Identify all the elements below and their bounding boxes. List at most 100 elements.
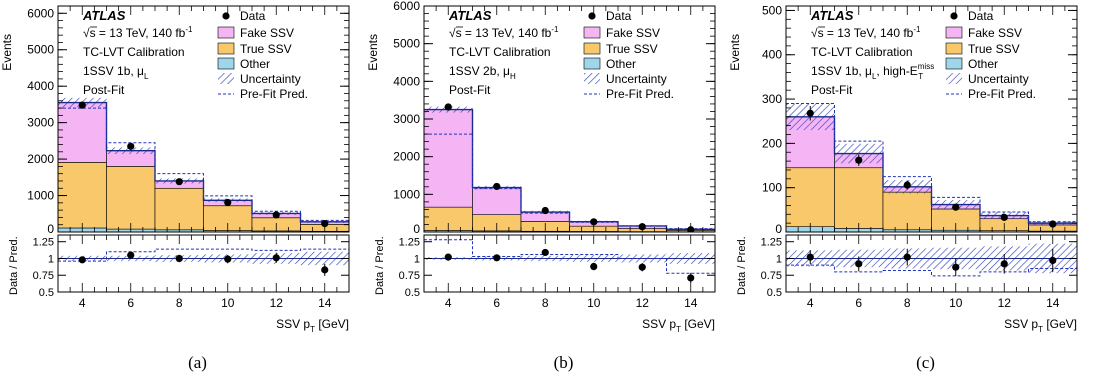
ratio-y-tick-label: 1 [776, 253, 782, 265]
x-tick-label: 6 [127, 296, 134, 310]
legend-data-marker [588, 12, 596, 20]
x-tick-label: 10 [221, 296, 235, 310]
bar-true-ssv-bin-2 [834, 167, 884, 229]
x-tick-label: 6 [855, 296, 862, 310]
bar-true-ssv-bin-1 [786, 167, 835, 227]
panel-1: 0 1000 2000 3000 4000 5000 6000 Events ATLAS √s =… [0, 5, 350, 372]
panel-caption: (b) [554, 353, 574, 372]
ratio-point-5 [272, 254, 280, 262]
x-tick-label: 14 [318, 296, 332, 310]
data-point-1 [444, 103, 452, 111]
ratio-y-tick-label: 0.5 [767, 287, 782, 299]
y-tick-label: 4000 [393, 74, 420, 88]
data-point-3 [903, 181, 911, 189]
data-point-5 [1000, 213, 1008, 221]
ratio-point-2 [855, 260, 863, 268]
legend-true-ssv-label: True SSV [968, 42, 1020, 56]
fit-state-label: Post-Fit [811, 83, 853, 97]
ratio-prefit-line [424, 239, 715, 274]
ratio-point-3 [903, 253, 911, 261]
x-tick-label: 14 [684, 296, 698, 310]
x-tick-label: 10 [587, 296, 601, 310]
x-tick-label: 12 [636, 296, 650, 310]
y-tick-label: 6000 [27, 6, 54, 20]
ratio-prefit-line [786, 264, 1077, 277]
legend-true-ssv-swatch [945, 42, 963, 55]
x-tick-label: 6 [493, 296, 500, 310]
legend-uncertainty-label: Uncertainty [606, 72, 667, 86]
legend-uncertainty-swatch [584, 73, 600, 84]
x-axis-label: SSV pT [GeV] [276, 317, 349, 334]
y-tick-label: 500 [762, 3, 782, 17]
ratio-y-tick-label: 0.75 [33, 270, 54, 282]
prefit-prediction-line [786, 102, 1077, 223]
legend-fake-ssv-swatch [945, 26, 963, 39]
legend-data-marker [222, 12, 230, 20]
legend-prefit-label: Pre-Fit Pred. [968, 87, 1036, 101]
x-tick-label: 4 [807, 296, 814, 310]
bar-true-ssv-bin-2 [106, 166, 156, 230]
ratio-point-1 [78, 256, 86, 264]
legend-data-marker [950, 12, 958, 20]
total-prediction-line [58, 101, 349, 223]
data-point-5 [272, 211, 280, 219]
legend-other-label: Other [606, 57, 636, 71]
legend-true-ssv-swatch [583, 42, 601, 55]
panel-3: 0 100 200 300 400 500 Events ATLAS √s = 13 TeV, … [728, 3, 1078, 372]
legend-data-label: Data [606, 9, 632, 23]
y-tick-label: 6000 [393, 0, 420, 13]
y-tick-label: 400 [762, 48, 782, 62]
ratio-point-4 [224, 255, 232, 263]
data-point-1 [806, 109, 814, 117]
ratio-y-tick-label: 1.25 [761, 237, 782, 249]
legend-true-ssv-label: True SSV [240, 42, 292, 56]
legend-fake-ssv-swatch [217, 26, 235, 39]
fit-state-label: Post-Fit [83, 83, 125, 97]
legend-uncertainty-label: Uncertainty [968, 72, 1029, 86]
legend-fake-ssv-label: Fake SSV [240, 26, 294, 40]
ratio-point-2 [493, 254, 501, 262]
ratio-axis-label: Data / Pred. [736, 236, 748, 295]
ratio-point-1 [444, 253, 452, 261]
y-tick-label: 5000 [27, 43, 54, 57]
y-tick-label: 3000 [393, 112, 420, 126]
x-tick-label: 12 [270, 296, 284, 310]
x-tick-label: 4 [445, 296, 452, 310]
total-prediction-line [424, 108, 715, 231]
y-tick-label: 0 [775, 222, 782, 236]
x-tick-label: 12 [998, 296, 1012, 310]
ratio-point-6 [321, 266, 329, 274]
atlas-label: ATLAS [82, 8, 126, 23]
x-tick-label: 10 [949, 296, 963, 310]
data-point-1 [78, 101, 86, 109]
y-tick-label: 1000 [393, 187, 420, 201]
region-label: 1SSV 1b, μL [83, 64, 149, 81]
legend-data-label: Data [968, 9, 994, 23]
legend-prefit-label: Pre-Fit Pred. [606, 87, 674, 101]
panel-caption: (c) [916, 353, 935, 372]
ratio-y-tick-label: 1 [414, 253, 420, 265]
ratio-axis-label: Data / Pred. [8, 236, 20, 295]
legend-prefit-label: Pre-Fit Pred. [240, 87, 308, 101]
bar-fake-ssv-bin-1 [58, 102, 107, 163]
legend-fake-ssv-label: Fake SSV [606, 26, 660, 40]
ratio-point-3 [175, 254, 183, 263]
data-point-4 [590, 218, 598, 226]
x-tick-label: 8 [176, 296, 183, 310]
ratio-y-tick-label: 0.75 [399, 270, 420, 282]
ratio-point-5 [638, 263, 646, 271]
legend-fake-ssv-swatch [583, 26, 601, 39]
data-point-2 [127, 142, 135, 150]
ratio-point-6 [687, 274, 695, 282]
ratio-plot [786, 243, 1077, 277]
bar-true-ssv-bin-3 [154, 187, 204, 231]
x-axis-label: SSV pT [GeV] [642, 317, 715, 334]
ratio-point-2 [127, 251, 135, 259]
legend-other-swatch [217, 57, 235, 70]
legend-uncertainty-label: Uncertainty [240, 72, 301, 86]
y-tick-label: 0 [413, 222, 420, 236]
data-point-2 [493, 182, 501, 191]
energy-label: √s = 13 TeV, 140 fb-1 [83, 25, 193, 40]
region-label: 1SSV 2b, μH [449, 64, 516, 81]
